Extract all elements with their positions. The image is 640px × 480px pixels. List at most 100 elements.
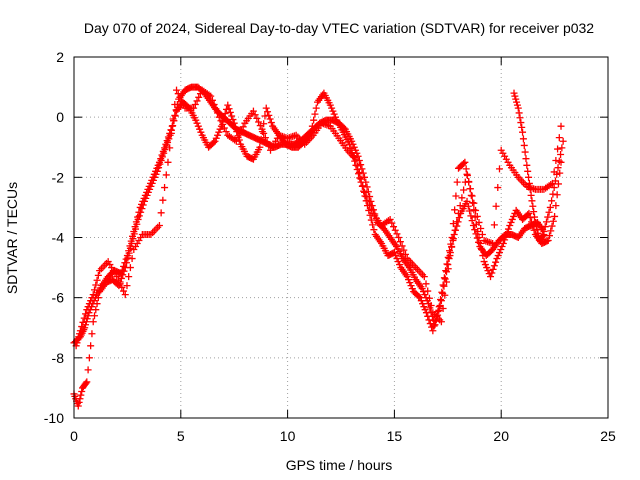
data-point [470, 199, 478, 207]
data-point [157, 209, 165, 217]
data-point [426, 320, 434, 328]
data-point [425, 294, 433, 302]
axis-ticks [73, 56, 609, 419]
y-tick-label: -8 [52, 350, 65, 366]
data-point [164, 138, 172, 146]
data-point [126, 264, 134, 272]
data-point [326, 101, 334, 109]
data-point [434, 308, 442, 316]
data-point [239, 123, 247, 131]
data-point [357, 175, 365, 183]
data-point [229, 116, 237, 124]
data-point [331, 113, 339, 121]
data-point [93, 300, 101, 308]
data-point [548, 179, 556, 187]
data-point [253, 114, 261, 122]
data-point [550, 184, 558, 192]
data-point [465, 178, 473, 186]
data-point [360, 187, 368, 195]
data-point [221, 110, 229, 118]
data-point [492, 202, 500, 210]
data-point [256, 143, 264, 151]
y-tick-label: -6 [52, 290, 65, 306]
data-point [403, 273, 411, 281]
data-point [422, 309, 430, 317]
data-point [82, 310, 90, 318]
data-point [510, 212, 518, 220]
data-point [474, 227, 482, 235]
data-point [139, 201, 147, 209]
data-point [539, 232, 547, 240]
data-point [192, 116, 200, 124]
data-point [407, 282, 415, 290]
data-point [264, 108, 272, 116]
data-point [425, 316, 433, 324]
data-point [477, 224, 485, 232]
data-point [527, 191, 535, 199]
data-point [148, 179, 156, 187]
data-point [157, 156, 165, 164]
data-point [165, 135, 173, 143]
data-point [390, 223, 398, 231]
series-track-2 [70, 89, 565, 410]
x-tick-label: 20 [493, 428, 509, 444]
data-point [531, 218, 539, 226]
data-point [501, 236, 509, 244]
x-tick-label: 25 [600, 428, 616, 444]
data-point [169, 115, 177, 123]
data-point [550, 168, 558, 176]
data-point [544, 237, 552, 245]
data-point [460, 159, 468, 167]
data-point [360, 188, 368, 196]
data-point [118, 283, 126, 291]
data-point [179, 101, 187, 109]
data-point [219, 120, 227, 128]
data-point [83, 306, 91, 314]
data-point [490, 221, 498, 229]
data-point [75, 333, 83, 341]
data-point [444, 265, 452, 273]
data-point [159, 196, 167, 204]
series-track-4 [510, 89, 548, 245]
data-point [479, 252, 487, 260]
x-tick-label: 5 [177, 428, 185, 444]
data-point [506, 221, 514, 229]
data-point [421, 291, 429, 299]
data-point [310, 116, 318, 124]
x-tick-label: 15 [387, 428, 403, 444]
data-point [451, 206, 459, 214]
data-point [531, 213, 539, 221]
data-point [84, 303, 92, 311]
data-point [483, 264, 491, 272]
data-point [355, 170, 363, 178]
data-point [114, 276, 122, 284]
data-point [419, 300, 427, 308]
data-point [525, 179, 533, 187]
data-point [94, 271, 102, 279]
data-point [224, 101, 232, 109]
data-point [193, 119, 201, 127]
data-point [393, 255, 401, 263]
data-point [490, 262, 498, 270]
data-point [552, 202, 560, 210]
data-point [265, 142, 273, 150]
data-point [461, 158, 469, 166]
data-point [312, 104, 320, 112]
data-point [494, 184, 502, 192]
data-point [503, 229, 511, 237]
data-point [439, 304, 447, 312]
data-point [451, 226, 459, 234]
data-point [149, 176, 157, 184]
data-point [525, 209, 533, 217]
data-point [211, 137, 219, 145]
series-track-3 [72, 86, 565, 350]
data-point [83, 378, 91, 386]
data-point [484, 267, 492, 275]
data-point [443, 260, 451, 268]
data-point [260, 129, 268, 137]
data-point [155, 221, 163, 229]
data-point [330, 110, 338, 118]
data-point [478, 230, 486, 238]
data-point [161, 184, 169, 192]
